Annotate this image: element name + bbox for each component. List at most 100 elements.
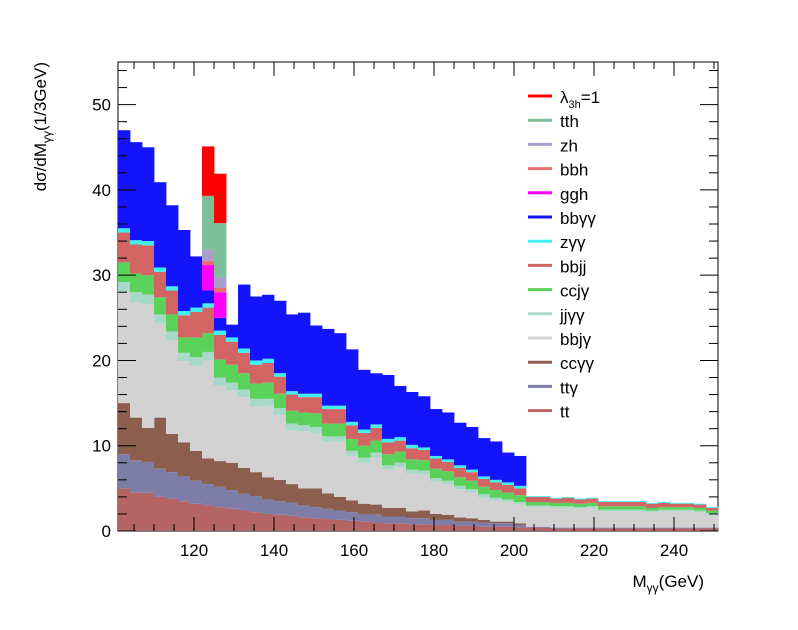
bar-segment	[322, 328, 335, 406]
bar-segment	[526, 526, 539, 528]
bar-segment	[394, 507, 407, 517]
bar-segment	[514, 525, 527, 528]
bar-segment	[214, 334, 227, 360]
bar-segment	[298, 505, 311, 518]
bar-segment	[130, 244, 143, 274]
bar-segment	[130, 142, 143, 241]
bar-segment	[166, 472, 179, 499]
x-axis-label-tail: (GeV)	[659, 572, 704, 591]
bar-segment	[154, 417, 167, 469]
bar-segment	[298, 393, 311, 398]
bar-segment	[394, 440, 407, 452]
bar-segment	[118, 262, 131, 283]
series-bbh	[202, 260, 227, 293]
bar-segment	[550, 502, 563, 507]
bar-segment	[250, 496, 263, 513]
bar-segment	[574, 528, 587, 531]
bar-segment	[394, 462, 407, 468]
bar-segment	[610, 502, 623, 507]
bar-segment	[382, 374, 395, 439]
bar-segment	[550, 506, 563, 508]
bar-segment	[694, 510, 707, 513]
bar-segment	[190, 365, 203, 451]
bar-segment	[526, 507, 539, 527]
bar-segment	[322, 493, 335, 509]
bar-segment	[574, 499, 587, 504]
bar-segment	[634, 528, 647, 531]
bar-segment	[502, 492, 515, 500]
bar-segment	[514, 527, 527, 531]
bar-segment	[190, 357, 203, 366]
bar-segment	[370, 373, 383, 425]
bar-segment	[502, 502, 515, 522]
y-tick-label: 40	[92, 181, 111, 200]
bar-segment	[634, 506, 647, 510]
bar-segment	[274, 415, 287, 480]
series-ggh	[202, 264, 227, 318]
bar-segment	[142, 304, 155, 428]
bar-segment	[538, 526, 551, 528]
bar-segment	[214, 173, 227, 224]
bar-segment	[178, 501, 191, 531]
bar-segment	[706, 507, 719, 511]
bar-segment	[310, 488, 323, 508]
x-axis: 120 140 160 180 200 220 240	[133, 62, 715, 560]
y-axis-label-main: dσ/dM	[31, 143, 50, 191]
bar-segment	[670, 507, 683, 510]
bar-segment	[370, 504, 383, 515]
bar-segment	[514, 523, 527, 526]
legend-label: ttγ	[560, 378, 578, 397]
bar-segment	[622, 511, 635, 528]
bar-segment	[286, 391, 299, 395]
bar-segment	[226, 364, 239, 383]
bar-segment	[406, 448, 419, 460]
bar-segment	[418, 518, 431, 525]
bar-segment	[478, 476, 491, 479]
bar-segment	[178, 315, 191, 338]
bar-segment	[574, 507, 587, 509]
bar-segment	[298, 425, 311, 432]
bar-segment	[142, 275, 155, 295]
series-bbjγ	[118, 292, 719, 528]
x-tick-label: 180	[420, 541, 448, 560]
bar-segment	[274, 501, 287, 515]
bar-segment	[310, 325, 323, 394]
bar-segment	[514, 455, 527, 486]
x-tick-label: 240	[660, 541, 688, 560]
legend-label: bbjγ	[560, 330, 592, 349]
bar-segment	[694, 528, 707, 531]
bar-segment	[346, 425, 359, 439]
bar-segment	[142, 241, 155, 246]
bar-segment	[610, 528, 623, 531]
bar-segment	[370, 424, 383, 428]
bar-segment	[646, 528, 659, 531]
series-jjγγ	[118, 282, 719, 515]
bar-segment	[502, 499, 515, 503]
bar-segment	[310, 397, 323, 414]
bar-segment	[190, 450, 203, 481]
bar-segment	[562, 497, 575, 503]
bar-segment	[202, 264, 215, 291]
bar-segment	[670, 528, 683, 531]
bar-segment	[346, 438, 359, 451]
bar-segment	[322, 442, 335, 494]
bar-segment	[274, 376, 287, 394]
bar-segment	[310, 432, 323, 489]
bar-segment	[214, 377, 227, 387]
bar-segment	[262, 382, 275, 399]
bar-segment	[466, 489, 479, 493]
bar-segment	[646, 507, 659, 511]
bar-segment	[670, 503, 683, 508]
bar-segment	[334, 496, 347, 511]
bar-segment	[118, 228, 131, 233]
series-tth	[202, 195, 227, 277]
bar-segment	[418, 510, 431, 519]
bar-segment	[622, 502, 635, 507]
bar-segment	[658, 527, 671, 529]
bar-segment	[226, 341, 239, 365]
bar-segment	[238, 352, 251, 374]
bar-segment	[202, 458, 215, 485]
bar-segment	[286, 423, 299, 431]
bar-segment	[226, 337, 239, 342]
bar-segment	[166, 331, 179, 340]
